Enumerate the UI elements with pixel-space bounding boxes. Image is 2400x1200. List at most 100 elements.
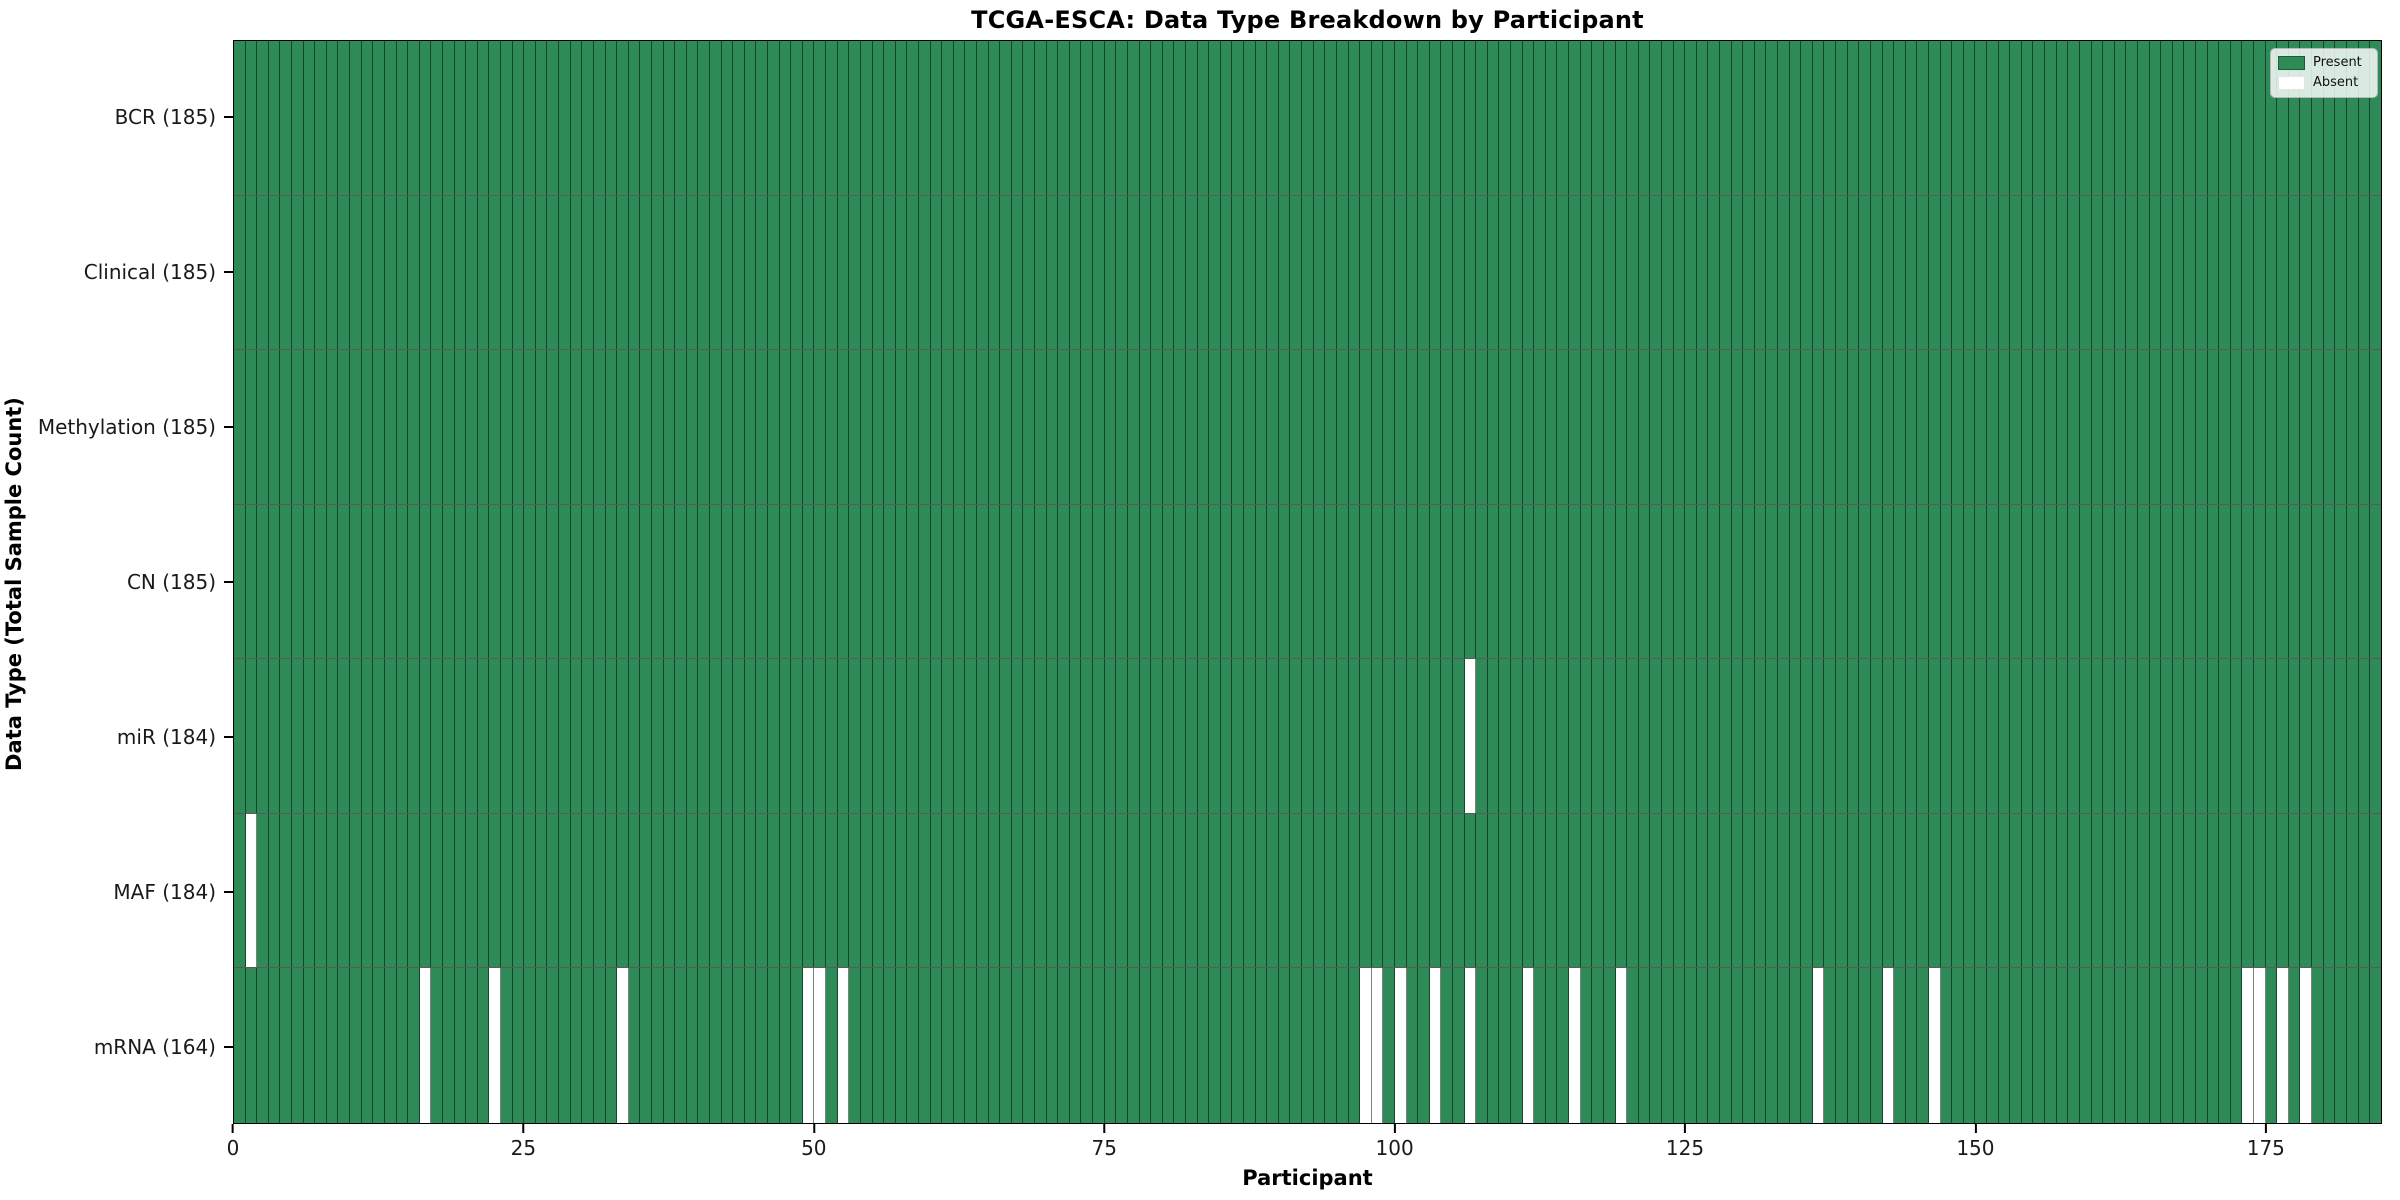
heatmap-cell [1069,504,1082,659]
heatmap-cell [1429,41,1442,195]
heatmap-cell [1511,350,1523,504]
heatmap-cell [2370,41,2381,195]
heatmap-cell [268,195,281,350]
heatmap-cell [384,195,397,350]
heatmap-cell [1882,968,1895,1123]
heatmap-cell [1011,41,1024,195]
heatmap-cell [1035,968,1047,1123]
heatmap-cell [2358,41,2371,195]
heatmap-cell [1905,813,1918,968]
heatmap-cell [1000,968,1012,1123]
heatmap-cell [1603,41,1616,195]
heatmap-cell [582,968,594,1123]
heatmap-cell [2161,41,2173,195]
heatmap-cell [431,41,443,195]
heatmap-cell [2091,195,2104,350]
heatmap-cell [965,813,977,968]
heatmap-cell [1894,968,1906,1123]
heatmap-cell [1650,504,1662,659]
heatmap-cell [686,813,699,968]
heatmap-cell [640,195,652,350]
heatmap-cell [872,504,885,659]
heatmap-cell [1801,350,1813,504]
heatmap-cell [1278,813,1291,968]
heatmap-cell [2010,659,2022,813]
heatmap-cell [2161,504,2173,659]
heatmap-cell [292,504,304,659]
heatmap-cell [1882,504,1895,659]
heatmap-cell [1661,504,1674,659]
heatmap-cell [814,195,827,350]
heatmap-cell [768,968,780,1123]
heatmap-cell [512,659,525,813]
heatmap-cell [686,504,699,659]
heatmap-cell [1580,504,1593,659]
heatmap-cell [1209,195,1221,350]
heatmap-cell [524,41,536,195]
x-tick-mark [1684,1124,1687,1133]
heatmap-cell [315,195,327,350]
heatmap-cell [431,813,443,968]
heatmap-cell [2312,41,2324,195]
heatmap-cell [1452,813,1465,968]
heatmap-cell [419,41,432,195]
heatmap-cell [698,41,710,195]
heatmap-cell [2219,41,2231,195]
y-tick-mark [224,426,233,429]
heatmap-cell [1255,41,1268,195]
heatmap-cell [965,968,977,1123]
heatmap-cell [640,968,652,1123]
heatmap-cell [1766,350,1779,504]
heatmap-cell [2254,41,2266,195]
heatmap-cell [721,195,734,350]
heatmap-cell [942,195,954,350]
heatmap-cell [1162,195,1175,350]
heatmap-cell [1127,41,1140,195]
heatmap-cell [1499,195,1512,350]
heatmap-cell [1720,504,1732,659]
heatmap-cell [2207,813,2220,968]
heatmap-cell [1650,195,1662,350]
heatmap-cell [675,195,687,350]
heatmap-cell [1789,504,1802,659]
y-tick-label: mRNA (164) [93,1034,216,1059]
heatmap-cell [1383,41,1395,195]
heatmap-cell [1348,504,1361,659]
heatmap-cell [384,41,397,195]
heatmap-cell [768,195,780,350]
heatmap-cell [1685,195,1697,350]
heatmap-cell [373,659,385,813]
heatmap-cell [1894,659,1906,813]
legend-label-absent: Absent [2313,75,2359,90]
heatmap-cell [698,968,710,1123]
heatmap-cell [257,968,269,1123]
heatmap-cell [2207,195,2220,350]
heatmap-cell [1325,504,1337,659]
heatmap-cell [1638,350,1651,504]
heatmap-cell [1975,504,1988,659]
heatmap-cell [2126,504,2138,659]
heatmap-cell [860,813,873,968]
heatmap-cell [593,968,606,1123]
heatmap-cell [1511,968,1523,1123]
heatmap-cell [2242,350,2255,504]
heatmap-cell [1394,504,1407,659]
heatmap-cell [1987,813,1999,968]
heatmap-cell [1011,504,1024,659]
heatmap-cell [2219,504,2231,659]
heatmap-cell [1696,813,1709,968]
heatmap-cell [2195,813,2208,968]
heatmap-cell [2137,968,2150,1123]
heatmap-cell [1569,659,1581,813]
heatmap-cell [1081,813,1094,968]
heatmap-cell [884,41,896,195]
heatmap-cell [245,504,258,659]
heatmap-cell [1708,41,1720,195]
heatmap-cell [721,504,734,659]
heatmap-cell [2195,504,2208,659]
heatmap-cell [918,968,931,1123]
heatmap-cell [860,968,873,1123]
heatmap-cell [1174,659,1186,813]
heatmap-cell [2114,350,2127,504]
heatmap-cell [872,195,885,350]
